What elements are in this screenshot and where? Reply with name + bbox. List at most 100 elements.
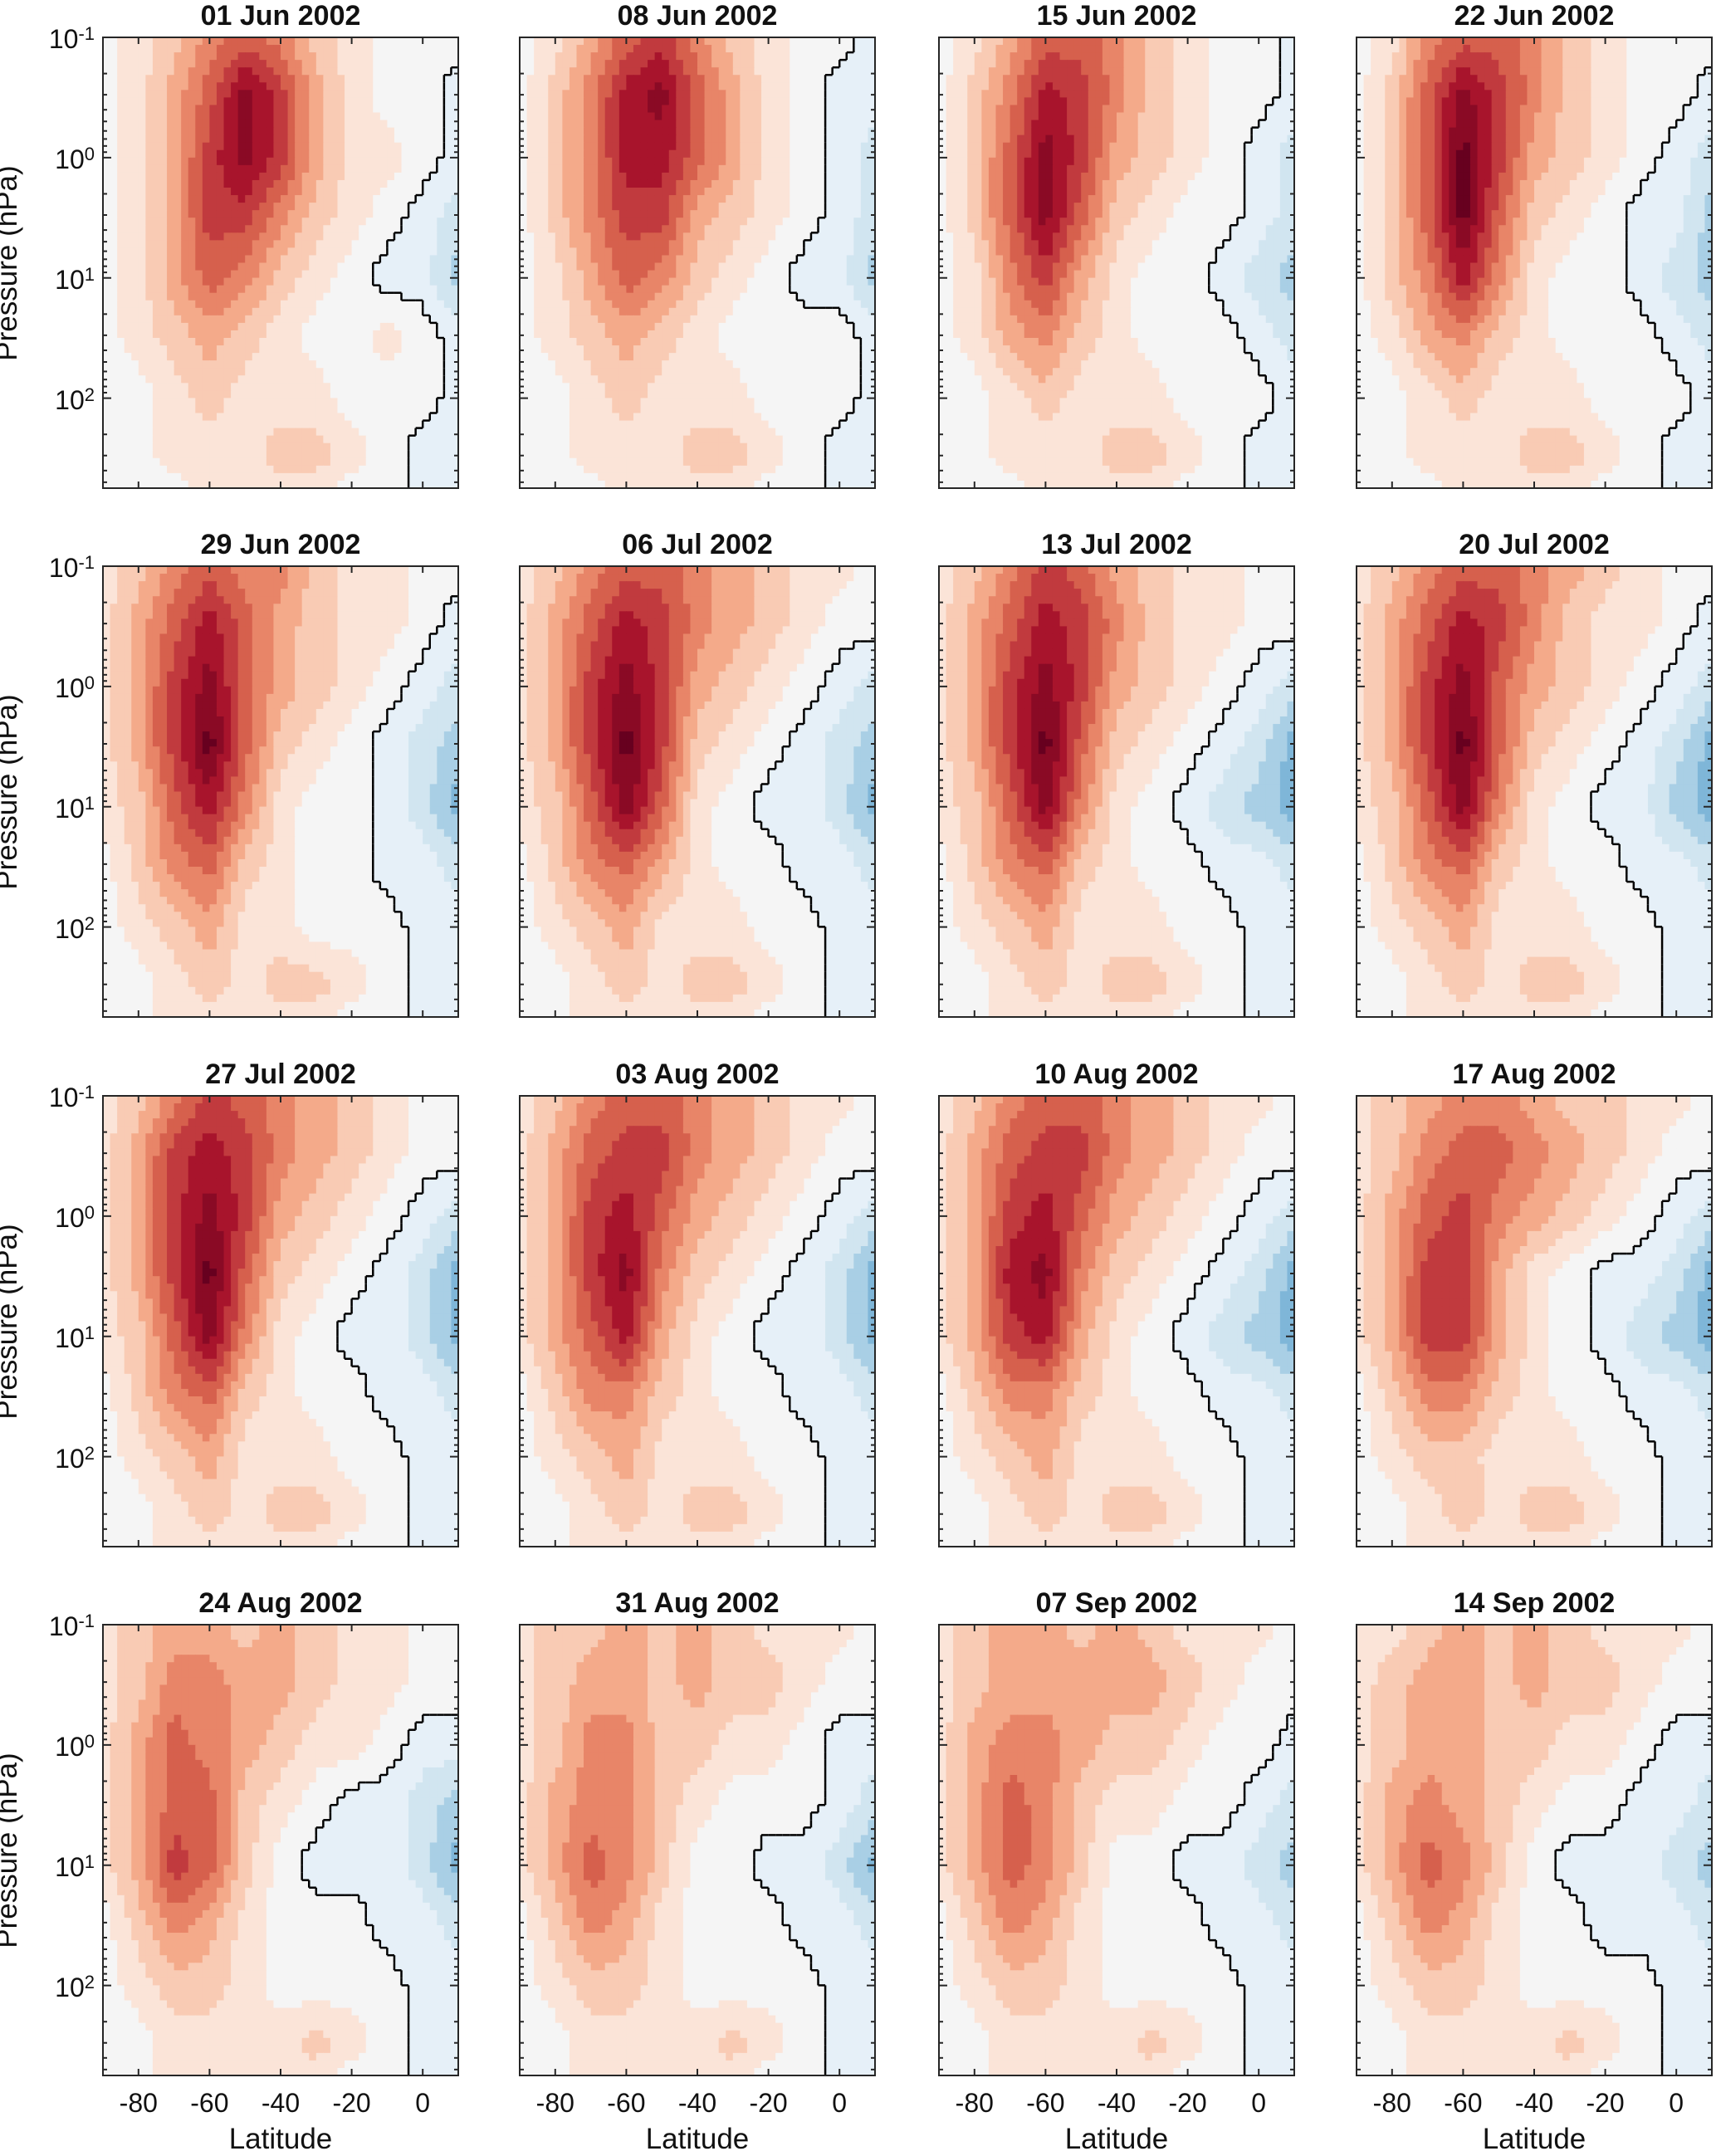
heatmap-cell: [527, 232, 535, 241]
heatmap-cell: [612, 90, 619, 98]
heatmap-cell: [302, 315, 310, 324]
heatmap-cell: [252, 473, 260, 482]
heatmap-cell: [203, 255, 210, 263]
heatmap-cell: [444, 158, 452, 166]
heatmap-cell: [302, 413, 310, 422]
heatmap-cell: [359, 398, 366, 406]
heatmap-cell: [562, 255, 570, 263]
heatmap-cell: [444, 90, 452, 98]
heatmap-cell: [662, 67, 669, 76]
heatmap-cell: [125, 188, 132, 196]
heatmap-cell: [690, 225, 697, 233]
heatmap-cell: [159, 240, 167, 248]
heatmap-cell: [224, 398, 232, 406]
heatmap-cell: [238, 338, 246, 346]
heatmap-cell: [231, 330, 238, 339]
heatmap-cell: [224, 225, 232, 233]
heatmap-cell: [430, 466, 438, 474]
heatmap-cell: [174, 466, 182, 474]
heatmap-cell: [754, 37, 761, 46]
heatmap-cell: [131, 45, 139, 53]
heatmap-cell: [195, 210, 203, 218]
heatmap-cell: [359, 60, 366, 68]
heatmap-cell: [366, 37, 374, 46]
heatmap-cell: [195, 113, 203, 121]
heatmap-cell: [273, 405, 281, 413]
heatmap-cell: [555, 218, 563, 226]
heatmap-cell: [612, 105, 619, 113]
heatmap-cell: [302, 330, 310, 339]
heatmap-cell: [373, 263, 380, 271]
heatmap-cell: [288, 398, 296, 406]
heatmap-cell: [337, 105, 345, 113]
heatmap-cell: [159, 428, 167, 437]
heatmap-cell: [437, 451, 444, 459]
heatmap-cell: [139, 345, 146, 354]
heatmap-cell: [252, 120, 260, 129]
heatmap-cell: [337, 232, 345, 241]
heatmap-cell: [847, 225, 854, 233]
heatmap-cell: [195, 75, 203, 83]
heatmap-cell: [330, 158, 338, 166]
heatmap-cell: [769, 263, 776, 271]
heatmap-cell: [309, 188, 316, 196]
heatmap-cell: [181, 135, 188, 144]
heatmap-cell: [345, 113, 352, 121]
heatmap-cell: [562, 150, 570, 159]
heatmap-cell: [352, 180, 359, 188]
heatmap-cell: [103, 398, 110, 406]
heatmap-cell: [103, 315, 110, 324]
heatmap-cell: [527, 67, 535, 76]
heatmap-cell: [719, 67, 726, 76]
heatmap-cell: [387, 90, 394, 98]
heatmap-cell: [705, 165, 712, 174]
heatmap-cell: [359, 405, 366, 413]
heatmap-cell: [316, 150, 324, 159]
heatmap-cell: [139, 308, 146, 316]
heatmap-cell: [153, 120, 160, 129]
heatmap-cell: [648, 195, 655, 203]
heatmap-cell: [380, 60, 388, 68]
heatmap-cell: [861, 37, 868, 46]
heatmap-cell: [839, 97, 847, 105]
heatmap-cell: [217, 203, 224, 211]
heatmap-cell: [740, 75, 747, 83]
heatmap-cell: [316, 451, 324, 459]
heatmap-cell: [273, 75, 281, 83]
heatmap-cell: [804, 150, 811, 159]
heatmap-cell: [330, 301, 338, 309]
heatmap-cell: [125, 293, 132, 301]
heatmap-cell: [633, 120, 641, 129]
heatmap-cell: [309, 45, 316, 53]
heatmap-cell: [330, 353, 338, 361]
heatmap-cell: [203, 293, 210, 301]
heatmap-cell: [633, 135, 641, 144]
heatmap-cell: [309, 413, 316, 422]
heatmap-cell: [174, 383, 182, 391]
heatmap-cell: [811, 75, 819, 83]
heatmap-cell: [139, 278, 146, 286]
heatmap-cell: [641, 97, 648, 105]
heatmap-cell: [605, 75, 613, 83]
heatmap-cell: [591, 301, 599, 309]
heatmap-cell: [209, 60, 217, 68]
heatmap-cell: [302, 210, 310, 218]
heatmap-cell: [775, 105, 783, 113]
heatmap-cell: [330, 97, 338, 105]
heatmap-cell: [316, 143, 324, 151]
heatmap-cell: [584, 165, 591, 174]
heatmap-cell: [195, 37, 203, 46]
heatmap-cell: [562, 82, 570, 90]
heatmap-cell: [833, 120, 840, 129]
heatmap-cell: [570, 120, 577, 129]
heatmap-cell: [125, 413, 132, 422]
heatmap-cell: [548, 135, 555, 144]
heatmap-cell: [584, 128, 591, 136]
heatmap-cell: [775, 195, 783, 203]
heatmap-cell: [633, 301, 641, 309]
heatmap-cell: [110, 143, 118, 151]
heatmap-cell: [217, 82, 224, 90]
heatmap-cell: [619, 301, 627, 309]
heatmap-cell: [366, 330, 374, 339]
heatmap-cell: [181, 466, 188, 474]
